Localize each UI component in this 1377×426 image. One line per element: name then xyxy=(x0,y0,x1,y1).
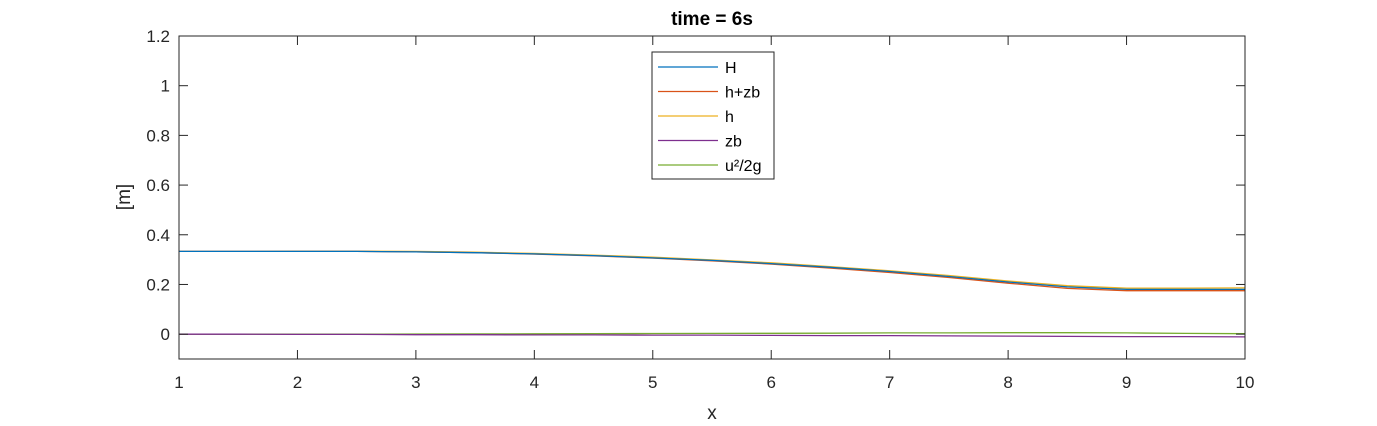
x-tick-label: 8 xyxy=(1003,373,1012,392)
y-tick-label: 1.2 xyxy=(146,27,170,46)
x-tick-label: 6 xyxy=(766,373,775,392)
series-line-3 xyxy=(179,333,1246,338)
legend: Hh+zb h zb u²/2g xyxy=(651,51,775,180)
legend-label-1: h+zb xyxy=(725,85,760,102)
y-tick-label: 0.2 xyxy=(146,275,170,294)
y-axis-label: [m] xyxy=(114,184,135,210)
x-tick-label: 5 xyxy=(648,373,657,392)
legend-label-0: H xyxy=(725,60,737,77)
x-tick-label: 1 xyxy=(174,373,183,392)
series-line-0 xyxy=(179,250,1245,291)
legend-items: Hh+zb h zb u²/2g xyxy=(658,60,761,175)
plot-frame xyxy=(178,35,1246,360)
legend-label-3: zb xyxy=(725,134,742,151)
x-tick-label: 9 xyxy=(1122,373,1131,392)
x-tick-label: 10 xyxy=(1236,373,1255,392)
y-tick-label: 0.6 xyxy=(146,176,170,195)
x-tick-label: 2 xyxy=(293,373,302,392)
x-axis-label: x xyxy=(707,403,717,424)
y-tick-label: 0.4 xyxy=(146,226,170,245)
x-tick-label: 7 xyxy=(885,373,894,392)
legend-label-4: u²/2g xyxy=(725,158,761,175)
y-tick-label: 1 xyxy=(161,77,170,96)
chart-title: time = 6s xyxy=(671,9,753,30)
y-tick-label: 0.8 xyxy=(146,126,170,145)
series-layer xyxy=(179,250,1246,338)
y-tick-label: 0 xyxy=(161,325,170,344)
ticks-layer: 1 2 3 4 5 6 7 8 9 10 0 0.2 0.4 0.6 0.8 1 1.2 xyxy=(146,27,1254,392)
legend-label-2: h xyxy=(725,109,734,126)
x-tick-label: 3 xyxy=(411,373,420,392)
x-tick-label: 4 xyxy=(530,373,539,392)
